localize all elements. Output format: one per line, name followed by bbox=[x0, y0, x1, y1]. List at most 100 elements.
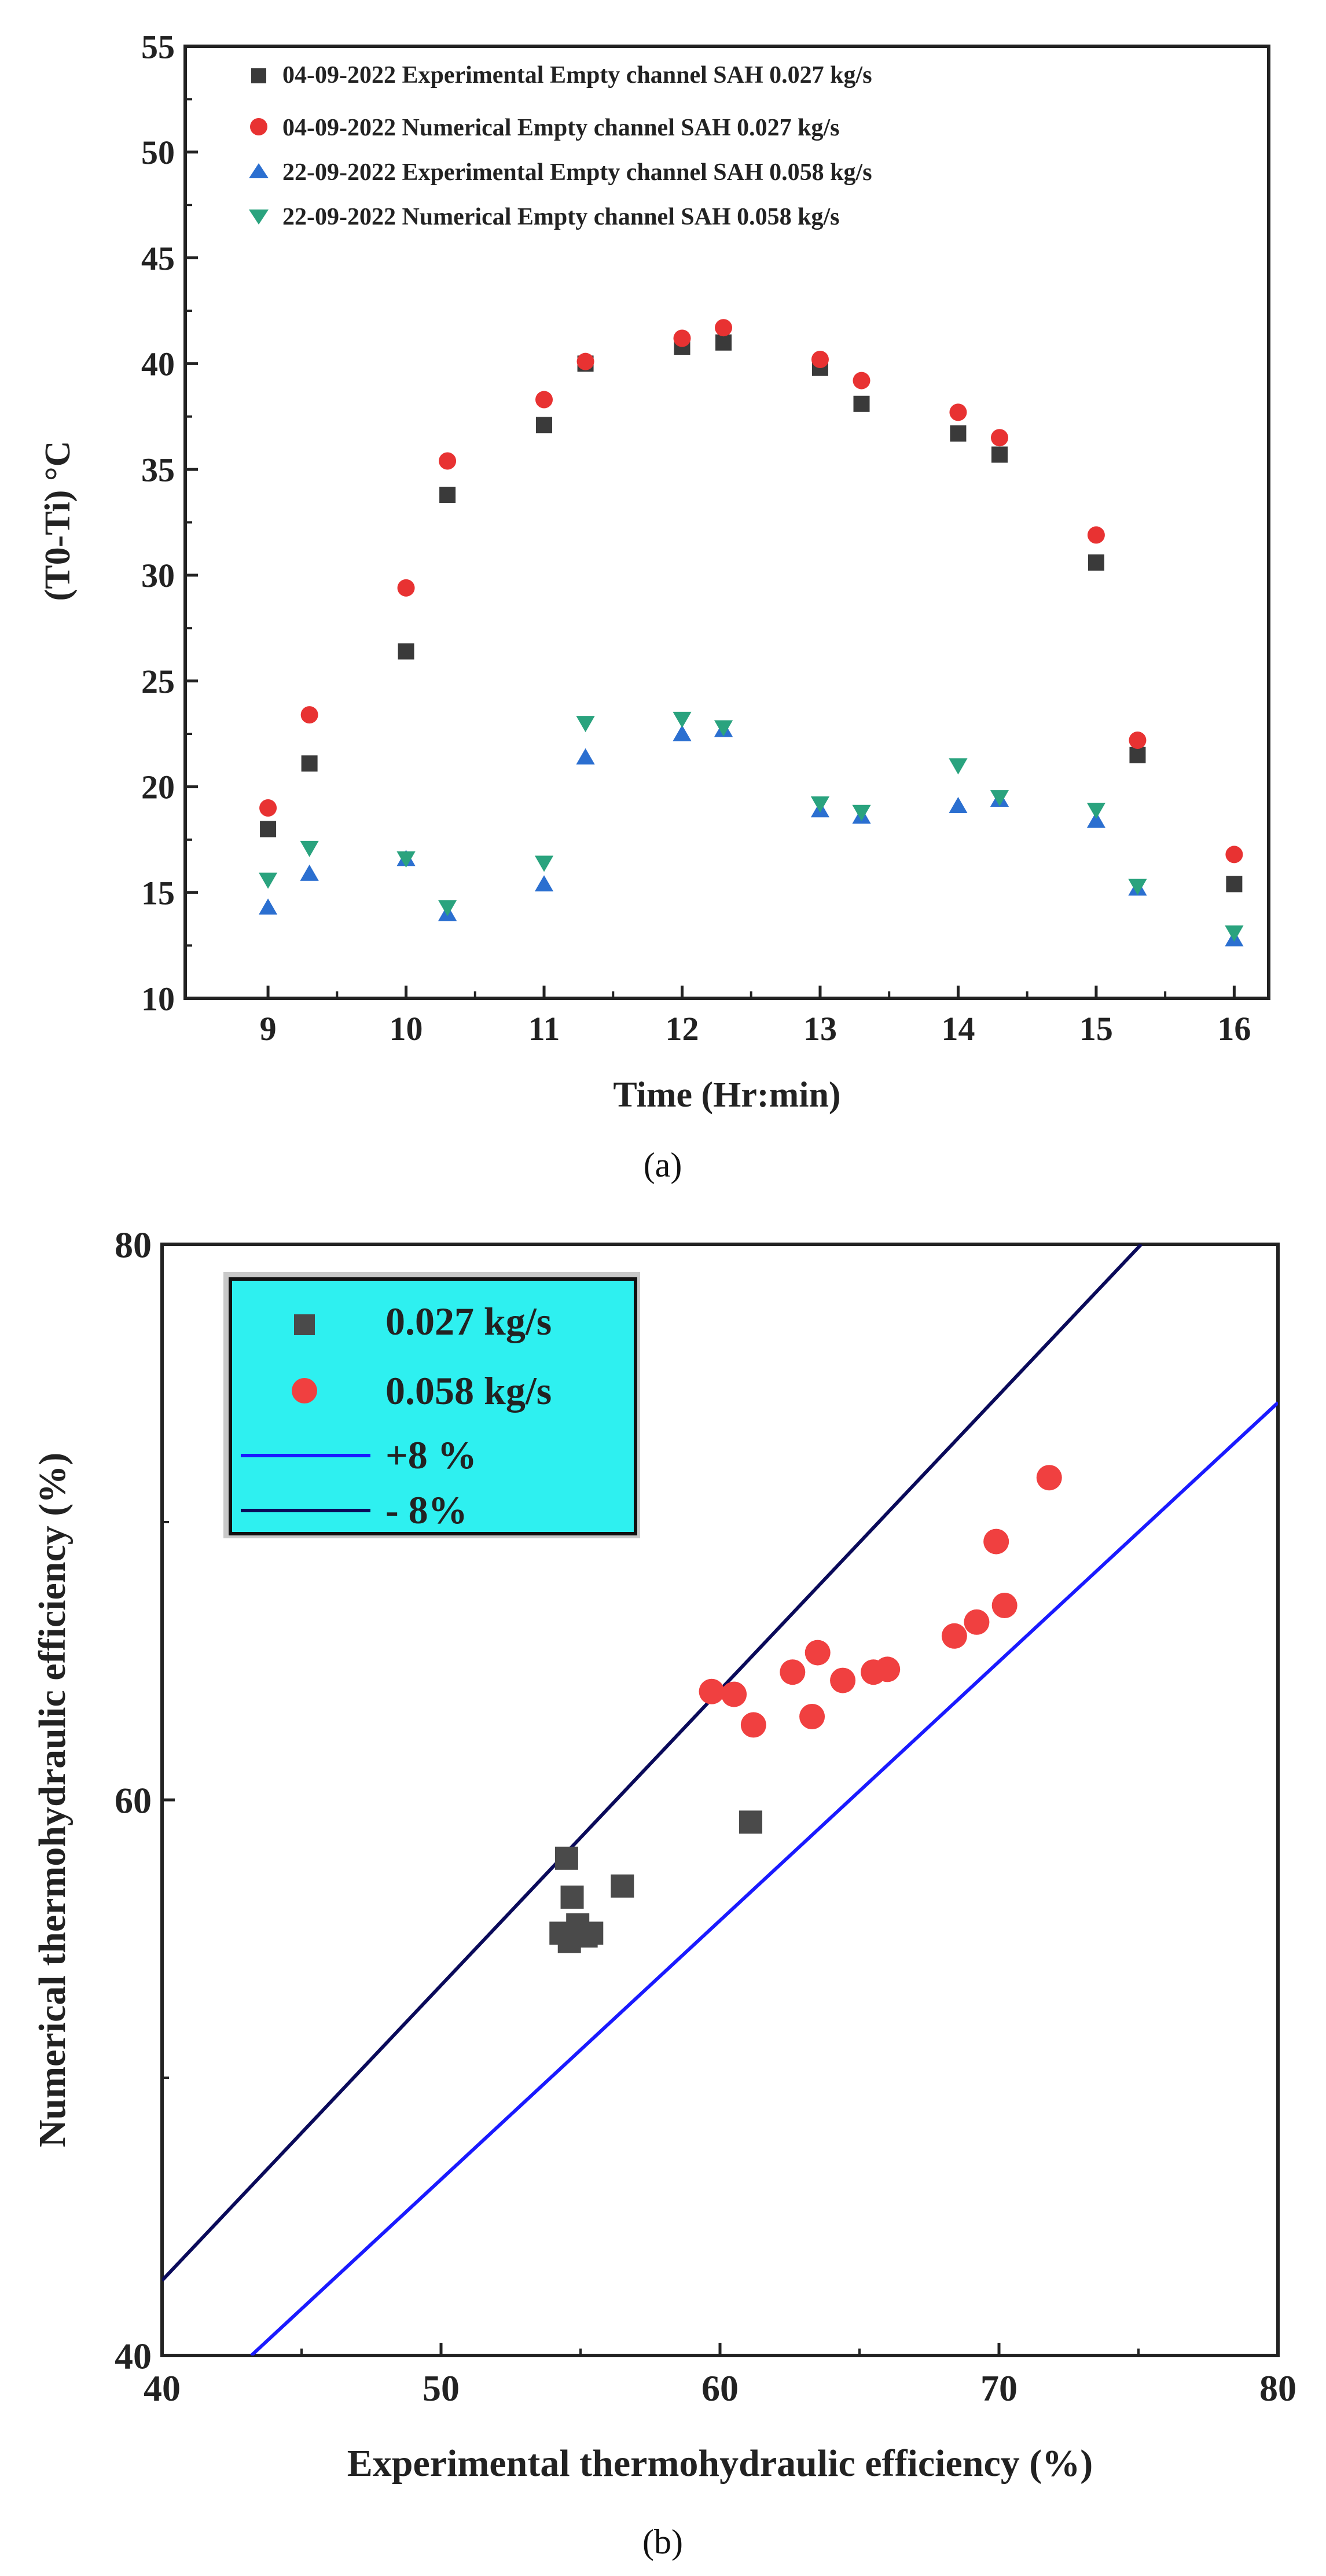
a-x-tick-label: 14 bbox=[941, 1010, 975, 1048]
legend-a: 04-09-2022 Experimental Empty channel SA… bbox=[249, 62, 872, 230]
panel-a: 9 10 11 12 13 14 15 16 10 15 20 25 30 35 40 45 50 55 04-0… bbox=[38, 28, 1270, 1184]
a-y-tick-label: 35 bbox=[141, 451, 175, 488]
a-x-tick-label: 10 bbox=[390, 1010, 423, 1048]
b-series-1-point bbox=[557, 1930, 581, 1953]
a-series-2-point bbox=[259, 799, 277, 817]
a-series-2-point bbox=[397, 579, 415, 597]
b-series-1-point bbox=[554, 1846, 578, 1870]
a-y-tick-label: 45 bbox=[141, 240, 175, 277]
a-x-tick-label: 11 bbox=[528, 1010, 560, 1048]
b-series-1-point bbox=[560, 1886, 584, 1909]
a-series-2-point bbox=[990, 429, 1008, 447]
a-series-2-point bbox=[576, 352, 594, 370]
a-series-3-point bbox=[949, 796, 968, 813]
b-series-2-point bbox=[805, 1640, 831, 1666]
a-series-3-point bbox=[1086, 811, 1106, 828]
a-series-2-point bbox=[715, 319, 733, 337]
a-series-2-point bbox=[811, 351, 829, 369]
a-series-2-point bbox=[300, 706, 318, 724]
legend-b-label-2: 0.058 kg/s bbox=[385, 1369, 552, 1413]
panel-b: 40 50 60 70 80 40 60 80 0.027 kg/s 0.058 kg/s +… bbox=[31, 1224, 1296, 2561]
a-series-4-point bbox=[1086, 803, 1106, 820]
a-series-2-point bbox=[1087, 526, 1105, 544]
a-y-tick-label: 20 bbox=[141, 769, 175, 806]
legend-a-item-2: 04-09-2022 Numerical Empty channel SAH 0… bbox=[250, 115, 840, 141]
b-band-line-2 bbox=[162, 1244, 1143, 2282]
a-series-3-point bbox=[258, 898, 278, 915]
marks-a bbox=[258, 319, 1244, 947]
legend-a-label-3: 22-09-2022 Experimental Empty channel SA… bbox=[282, 159, 872, 186]
a-series-4-point bbox=[990, 790, 1009, 807]
legend-b-label-1: 0.027 kg/s bbox=[385, 1299, 552, 1343]
panel-label-b: (b) bbox=[642, 2523, 683, 2561]
square-marker-icon bbox=[294, 1314, 315, 1335]
b-series-1-point bbox=[580, 1921, 604, 1945]
b-series-2-point bbox=[875, 1656, 901, 1682]
b-y-tick-label: 40 bbox=[115, 2335, 152, 2376]
b-series-2-point bbox=[991, 1593, 1018, 1618]
a-x-tick-label: 9 bbox=[260, 1010, 277, 1048]
b-series-2-point bbox=[721, 1681, 747, 1707]
a-series-4-point bbox=[300, 840, 319, 857]
x-axis-title-b: Experimental thermohydraulic efficiency … bbox=[347, 2442, 1093, 2485]
y-axis-title-b: Numerical thermohydraulic efficiency (%) bbox=[31, 1453, 74, 2148]
a-y-tick-label: 15 bbox=[141, 874, 175, 912]
a-series-4-point bbox=[810, 796, 830, 813]
b-y-tick-label: 60 bbox=[115, 1780, 152, 1821]
a-series-1-point bbox=[1129, 747, 1146, 763]
a-y-tick-label: 10 bbox=[141, 980, 175, 1017]
b-band-line-1 bbox=[250, 1401, 1278, 2355]
b-series-2-point bbox=[799, 1704, 825, 1729]
y-axis-title-a: (T0-Ti) °C bbox=[38, 441, 78, 601]
a-y-tick-label: 50 bbox=[141, 134, 175, 171]
square-marker-icon bbox=[251, 68, 266, 83]
b-series-2-point bbox=[699, 1678, 725, 1704]
a-series-2-point bbox=[673, 329, 691, 347]
a-series-1-point bbox=[301, 755, 318, 772]
a-series-4-point bbox=[714, 720, 733, 737]
ticks-b: 40 50 60 70 80 40 60 80 bbox=[115, 1224, 1296, 2409]
b-x-tick-label: 80 bbox=[1259, 2368, 1296, 2409]
a-series-1-point bbox=[536, 417, 553, 433]
a-x-tick-label: 13 bbox=[803, 1010, 837, 1048]
a-series-4-point bbox=[949, 758, 968, 775]
a-series-1-point bbox=[715, 334, 732, 351]
a-series-2-point bbox=[1225, 846, 1243, 863]
a-series-4-point bbox=[673, 711, 692, 728]
legend-b-label-4: - 8% bbox=[385, 1488, 468, 1532]
panel-label-a: (a) bbox=[644, 1146, 682, 1184]
b-x-tick-label: 60 bbox=[701, 2368, 739, 2409]
a-series-1-point bbox=[853, 395, 870, 412]
a-x-tick-label: 16 bbox=[1217, 1010, 1251, 1048]
legend-a-label-4: 22-09-2022 Numerical Empty channel SAH 0… bbox=[282, 204, 840, 230]
triangle-down-marker-icon bbox=[249, 210, 269, 225]
a-series-4-point bbox=[396, 851, 416, 868]
legend-a-label-1: 04-09-2022 Experimental Empty channel SA… bbox=[282, 62, 872, 89]
a-series-4-point bbox=[258, 872, 278, 889]
circle-marker-icon bbox=[250, 118, 267, 135]
legend-a-item-4: 22-09-2022 Numerical Empty channel SAH 0… bbox=[249, 204, 840, 230]
triangle-up-marker-icon bbox=[249, 163, 269, 178]
b-series-2-point bbox=[780, 1659, 806, 1685]
legend-b-item-2: 0.058 kg/s bbox=[292, 1369, 552, 1413]
a-series-1-point bbox=[260, 821, 277, 837]
b-y-tick-label: 80 bbox=[115, 1224, 152, 1265]
a-series-4-point bbox=[576, 716, 595, 733]
b-series-2-point bbox=[740, 1712, 766, 1738]
a-series-1-point bbox=[1226, 876, 1243, 892]
legend-b-label-3: +8 % bbox=[385, 1433, 477, 1477]
a-y-tick-label: 55 bbox=[141, 28, 175, 65]
a-x-tick-label: 12 bbox=[665, 1010, 699, 1048]
a-y-tick-label: 25 bbox=[141, 663, 175, 700]
plot-frame-a bbox=[183, 45, 1270, 1000]
a-series-1-point bbox=[950, 425, 967, 442]
a-series-2-point bbox=[535, 391, 553, 409]
a-series-4-point bbox=[534, 855, 554, 872]
b-series-2-point bbox=[964, 1609, 990, 1635]
b-series-2-point bbox=[1036, 1465, 1062, 1491]
marks-b bbox=[162, 1244, 1278, 2355]
a-series-1-point bbox=[398, 643, 414, 660]
legend-b-item-4: - 8% bbox=[241, 1488, 468, 1532]
ticks-a: 9 10 11 12 13 14 15 16 10 15 20 25 30 35 40 45 50 55 bbox=[141, 28, 1251, 1048]
